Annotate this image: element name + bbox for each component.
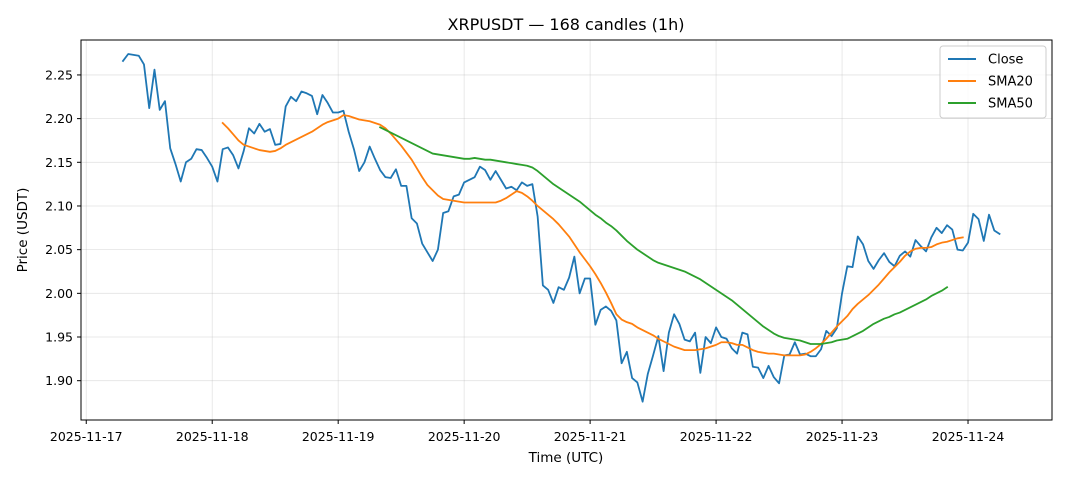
- series-line-sma20: [221, 114, 964, 357]
- grid: [81, 40, 1052, 420]
- y-tick-label: 2.00: [45, 286, 73, 301]
- legend-box: [939, 45, 1047, 119]
- y-tick-label: 2.20: [45, 111, 73, 126]
- x-tick-label: 2025-11-18: [176, 429, 249, 444]
- x-tick-label: 2025-11-19: [302, 429, 375, 444]
- legend: Close SMA20 SMA50: [939, 45, 1047, 119]
- y-axis: 1.90 1.95 2.00 2.05 2.10 2.15 2.20 2.25: [45, 67, 81, 388]
- x-tick-label: 2025-11-21: [554, 429, 627, 444]
- series-line-sma50: [378, 126, 949, 345]
- x-axis: 2025-11-17 2025-11-18 2025-11-19 2025-11-20…: [50, 420, 1004, 444]
- x-tick-label: 2025-11-22: [680, 429, 753, 444]
- y-tick-label: 2.10: [45, 198, 73, 213]
- y-tick-label: 2.15: [45, 155, 73, 170]
- y-axis-title: Price (USDT): [15, 188, 31, 273]
- legend-label: Close: [988, 53, 1023, 68]
- y-tick-label: 1.95: [45, 330, 73, 345]
- legend-label: SMA50: [988, 97, 1033, 112]
- chart-title: XRPUSDT — 168 candles (1h): [448, 15, 685, 34]
- y-tick-label: 2.05: [45, 242, 73, 257]
- x-axis-title: Time (UTC): [528, 450, 604, 466]
- x-tick-label: 2025-11-24: [932, 429, 1005, 444]
- y-tick-label: 2.25: [45, 67, 73, 82]
- y-tick-label: 1.90: [45, 373, 73, 388]
- series-line-close: [121, 53, 1001, 403]
- x-tick-label: 2025-11-20: [428, 429, 501, 444]
- x-tick-label: 2025-11-23: [806, 429, 879, 444]
- legend-label: SMA20: [988, 75, 1033, 90]
- series-layer: [121, 53, 1001, 403]
- plot-frame: [80, 39, 1053, 421]
- x-tick-label: 2025-11-17: [50, 429, 123, 444]
